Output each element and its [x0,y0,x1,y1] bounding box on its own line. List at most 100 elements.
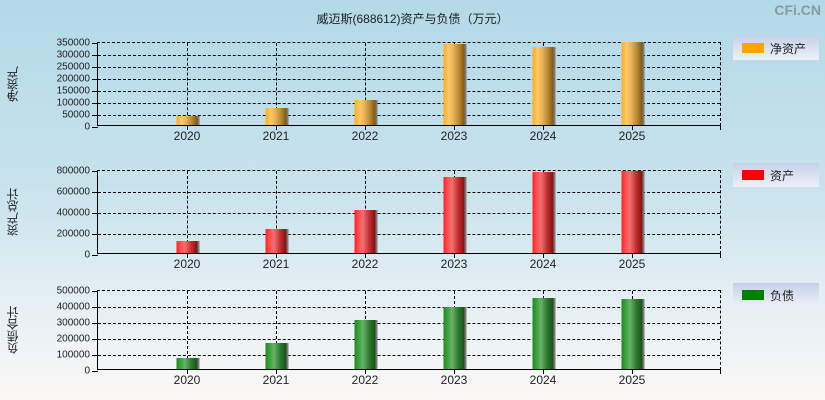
vertical-gridline [276,291,277,369]
total-liabilities-bar-2023[interactable] [443,306,465,369]
x-tick-mark [632,369,633,374]
x-tick-mark [632,253,633,258]
x-tick-label: 2023 [440,373,468,387]
y-tick-mark [92,192,98,193]
x-tick-mark [187,125,188,130]
y-tick-label: 50000 [62,109,90,121]
total-liabilities-bar-2022[interactable] [354,320,376,369]
x-tick-mark [454,125,455,130]
net-assets-bar-2025[interactable] [621,41,643,125]
y-tick-label: 150000 [56,85,90,97]
y-tick-label: 800000 [56,165,90,177]
net-assets-plot-area: 350000 300000 250000 200000 150000 100000 5000… [57,38,721,143]
gridline [98,115,720,116]
x-tick-label: 2021 [262,257,290,271]
y-tick-mark [92,307,98,308]
x-tick-mark [187,253,188,258]
total-assets-bar-2022[interactable] [354,209,376,253]
gridline [98,307,720,308]
net-assets-legend: 净资产 [733,36,819,60]
gridline [98,79,720,80]
gridline [98,103,720,104]
y-tick-mark [92,171,98,172]
x-tick-label: 2025 [618,257,646,271]
y-tick-mark [92,371,98,372]
net-assets-bar-2023[interactable] [443,43,465,125]
x-tick-label: 2024 [529,257,557,271]
y-tick-mark [92,91,98,92]
x-tick-label: 2020 [173,257,201,271]
x-tick-label: 2023 [440,257,468,271]
total-liabilities-bar-2024[interactable] [532,297,554,369]
x-tick-label: 2025 [618,373,646,387]
x-tick-label: 2021 [262,373,290,387]
legend-swatch-icon [742,43,764,53]
x-tick-mark [365,253,366,258]
y-tick-mark [92,323,98,324]
y-tick-label: 0 [84,121,90,133]
gridline [98,213,720,214]
total-assets-y-axis-label: 资产总计 [6,188,20,236]
y-tick-label: 200000 [56,333,90,345]
x-tick-mark [365,125,366,130]
gridline [98,355,720,356]
x-tick-mark [276,253,277,258]
gridline [98,67,720,68]
y-tick-mark [92,291,98,292]
total-liabilities-bar-2025[interactable] [621,299,643,369]
y-tick-mark [92,127,98,128]
x-tick-label: 2020 [173,373,201,387]
y-tick-mark [92,55,98,56]
x-tick-label: 2021 [262,129,290,143]
vertical-gridline [276,43,277,125]
net-assets-bar-2020[interactable] [176,115,198,125]
y-tick-label: 400000 [56,207,90,219]
gridline [98,234,720,235]
net-assets-bar-2024[interactable] [532,47,554,125]
x-tick-label: 2023 [440,129,468,143]
net-assets-bar-2021[interactable] [265,107,287,125]
x-tick-mark [276,369,277,374]
gridline [98,339,720,340]
x-tick-label: 2020 [173,129,201,143]
y-tick-label: 100000 [56,349,90,361]
total-assets-bar-2025[interactable] [621,171,643,253]
total-liabilities-bar-2021[interactable] [265,342,287,369]
y-tick-mark [92,67,98,68]
x-tick-mark [543,369,544,374]
x-tick-label: 2024 [529,129,557,143]
y-tick-label: 250000 [56,61,90,73]
x-tick-label: 2022 [351,373,379,387]
total-liabilities-legend: 负债 [733,283,819,307]
total-assets-bar-2023[interactable] [443,176,465,253]
legend-label: 资产 [770,168,795,183]
vertical-gridline [187,171,188,253]
net-assets-bar-2022[interactable] [354,100,376,125]
x-tick-mark [276,125,277,130]
x-tick-mark [365,369,366,374]
vertical-gridline [276,171,277,253]
vertical-gridline [365,43,366,125]
x-tick-label: 2022 [351,129,379,143]
total-liabilities-plot-area: 500000 400000 300000 200000 100000 0 2020 2021 2… [57,286,721,387]
legend-swatch-icon [742,290,764,300]
x-tick-mark [454,253,455,258]
total-liabilities-bar-2020[interactable] [176,357,198,369]
total-liabilities-y-axis-label: 负债合计 [6,306,20,354]
x-axis-end-mark [720,253,721,258]
vertical-gridline [187,43,188,125]
total-assets-legend: 资产 [733,163,819,187]
y-tick-label: 350000 [56,37,90,49]
x-tick-mark [543,253,544,258]
legend-swatch-icon [742,170,764,180]
total-assets-bar-2020[interactable] [176,241,198,253]
y-tick-label: 0 [84,249,90,261]
vertical-gridline [187,291,188,369]
y-tick-label: 200000 [56,73,90,85]
x-tick-label: 2025 [618,129,646,143]
y-tick-mark [92,213,98,214]
total-assets-bar-2021[interactable] [265,228,287,253]
y-tick-label: 500000 [56,285,90,297]
total-assets-bar-2024[interactable] [532,172,554,253]
y-tick-mark [92,234,98,235]
